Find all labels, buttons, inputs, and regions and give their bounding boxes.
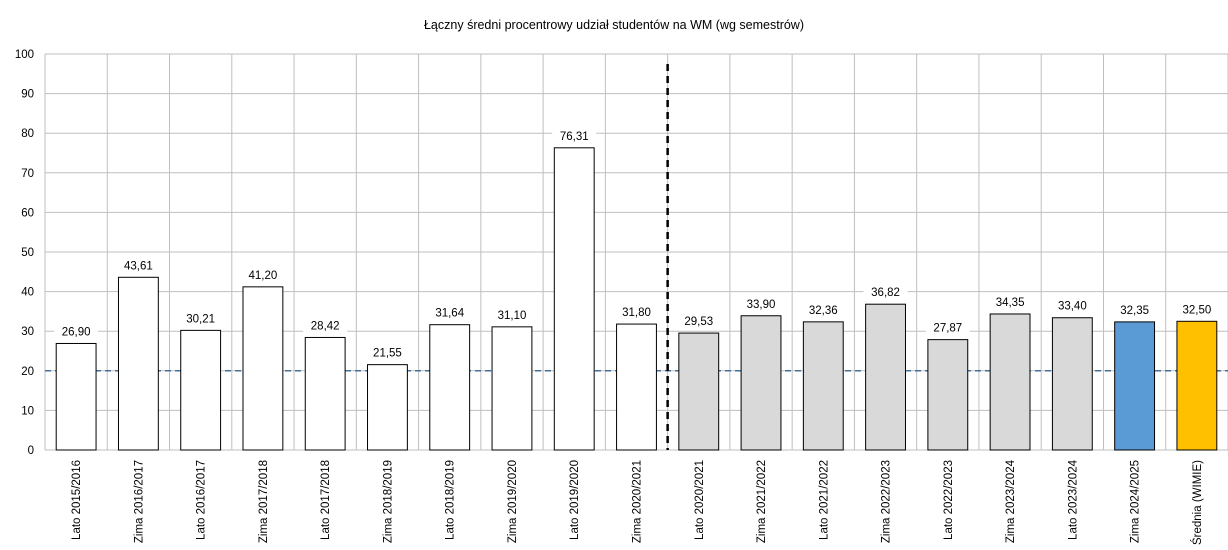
bar — [616, 323, 657, 451]
y-tick-label: 100 — [15, 49, 34, 61]
x-tick-label: Lato 2022/2023 — [943, 460, 955, 540]
x-tick-label: Lato 2019/2020 — [569, 460, 581, 540]
y-tick-label: 10 — [21, 405, 34, 417]
data-label-background — [801, 301, 846, 318]
data-label-background — [1112, 301, 1157, 318]
data-label-background — [676, 313, 721, 330]
data-label: 32,50 — [1182, 304, 1211, 316]
data-label-background — [303, 317, 348, 334]
x-tick-label: Zima 2022/2023 — [881, 460, 893, 543]
data-label-background — [427, 304, 472, 321]
data-label: 32,36 — [809, 305, 838, 317]
data-label: 43,61 — [124, 260, 153, 272]
data-label-background — [54, 323, 99, 340]
bar — [927, 339, 969, 451]
data-label-background — [116, 257, 161, 274]
data-label: 29,53 — [684, 316, 713, 328]
data-label-background — [988, 293, 1033, 310]
bar — [55, 342, 97, 451]
x-tick-label: Zima 2023/2024 — [1005, 459, 1017, 543]
grid-layer — [44, 53, 1228, 451]
x-tick-label: Zima 2020/2021 — [632, 460, 644, 543]
data-label-background — [489, 306, 534, 323]
data-label-layer: 26,90 43,61 30,21 41,20 28,42 21,55 31,64 31,10… — [54, 127, 1219, 361]
data-label: 76,31 — [560, 131, 589, 143]
data-label: 21,55 — [373, 348, 402, 360]
y-tick-label: 60 — [21, 207, 34, 219]
y-tick-label: 0 — [28, 445, 34, 457]
bar — [242, 286, 284, 451]
data-label: 27,87 — [933, 323, 962, 335]
x-tick-label: Zima 2017/2018 — [258, 460, 270, 543]
data-label: 31,80 — [622, 307, 651, 319]
bar — [678, 332, 720, 451]
bar — [740, 315, 782, 451]
data-label: 41,20 — [249, 270, 278, 282]
bar — [1176, 320, 1218, 451]
bar — [865, 303, 906, 451]
y-tick-label: 40 — [21, 287, 34, 299]
data-label: 34,35 — [996, 297, 1025, 309]
data-label: 33,40 — [1058, 301, 1087, 313]
y-tick-label: 20 — [21, 366, 34, 378]
x-tick-label: Zima 2018/2019 — [382, 460, 394, 543]
bar-layer — [55, 147, 1218, 451]
x-tick-label: Średnia (WIMIE) — [1191, 460, 1204, 545]
x-tick-label: Lato 2020/2021 — [694, 460, 706, 540]
bar — [1051, 317, 1093, 451]
y-tick-layer: 0 10 20 30 40 50 60 70 80 90 100 — [15, 49, 34, 457]
x-tick-label: Lato 2021/2022 — [818, 460, 830, 540]
data-label: 31,10 — [498, 310, 527, 322]
data-label: 32,35 — [1120, 305, 1149, 317]
x-tick-label: Lato 2017/2018 — [320, 460, 332, 540]
y-tick-label: 70 — [21, 168, 34, 180]
data-label-background — [1050, 297, 1095, 314]
x-tick-label: Lato 2016/2017 — [196, 460, 208, 540]
x-tick-label: Lato 2015/2016 — [71, 460, 83, 540]
x-tick-label: Zima 2016/2017 — [133, 460, 145, 543]
bar — [117, 276, 159, 451]
data-label-background — [863, 284, 908, 301]
data-label: 33,90 — [747, 299, 776, 311]
x-tick-label: Zima 2021/2022 — [756, 460, 768, 543]
bar — [304, 336, 346, 451]
x-tick-label: Lato 2023/2024 — [1067, 459, 1079, 540]
bar — [802, 321, 844, 451]
x-tick-label: Zima 2019/2020 — [507, 460, 519, 543]
x-tick-label: Zima 2024/2025 — [1130, 460, 1142, 543]
y-tick-label: 50 — [21, 247, 34, 259]
y-tick-label: 30 — [21, 326, 34, 338]
data-label: 36,82 — [871, 287, 900, 299]
data-label-background — [1174, 301, 1219, 318]
data-label: 26,90 — [62, 326, 91, 338]
data-label-background — [925, 319, 970, 336]
data-label-background — [240, 266, 285, 283]
data-label: 30,21 — [186, 313, 215, 325]
data-label-background — [739, 295, 784, 312]
data-label-background — [552, 127, 597, 144]
data-label-background — [365, 344, 410, 361]
bar — [989, 313, 1031, 451]
data-label: 28,42 — [311, 320, 340, 332]
x-tick-layer: Lato 2015/2016 Zima 2016/2017 Lato 2016/20… — [71, 459, 1204, 545]
bar — [553, 147, 595, 451]
bar — [1114, 321, 1156, 451]
chart-title: Łączny średni procentrowy udział student… — [424, 18, 804, 32]
bar — [491, 326, 533, 451]
y-tick-label: 80 — [21, 128, 34, 140]
data-label-background — [178, 310, 223, 327]
x-tick-label: Lato 2018/2019 — [445, 460, 457, 540]
data-label: 31,64 — [435, 308, 464, 320]
y-tick-label: 90 — [21, 89, 34, 101]
bar — [429, 324, 471, 451]
bar — [367, 364, 408, 451]
bar — [180, 329, 222, 451]
data-label-background — [614, 304, 659, 321]
